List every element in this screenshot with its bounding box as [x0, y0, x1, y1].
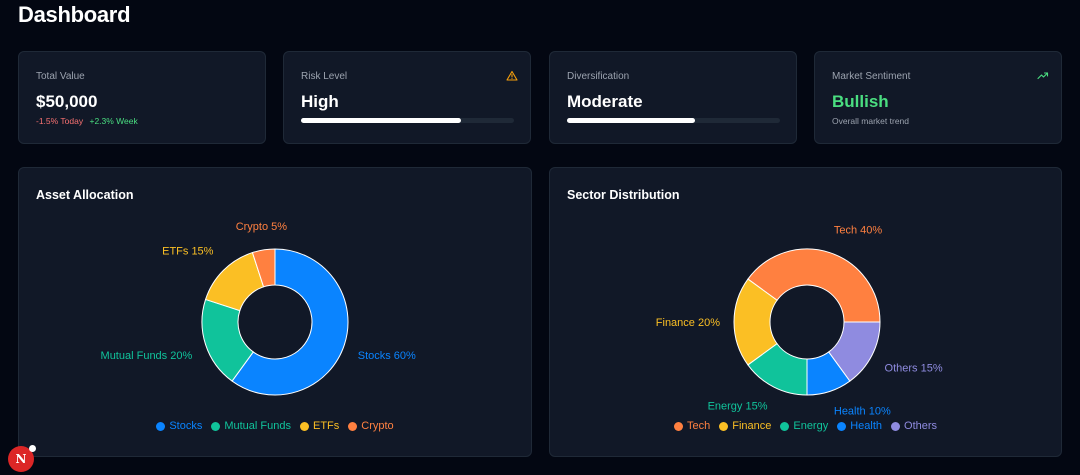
market-sentiment-card: Market Sentiment Bullish Overall market … [814, 51, 1062, 144]
risk-level-label: Risk Level [301, 71, 348, 82]
sector-distribution-panel: Sector Distribution Tech 40% Finance 20% E… [549, 167, 1062, 457]
legend-swatch [211, 421, 221, 431]
risk-progress-bar [301, 118, 514, 123]
legend-label: Others [904, 420, 938, 432]
risk-progress-fill [301, 118, 461, 123]
diversification-card: Diversification Moderate [549, 51, 797, 144]
legend-item-stocks[interactable]: Stocks [156, 420, 202, 432]
diversification-progress-fill [567, 118, 695, 123]
slice-crypto[interactable] [251, 248, 276, 288]
total-value-label: Total Value [36, 71, 85, 82]
market-sentiment-subtext: Overall market trend [832, 116, 909, 126]
asset-allocation-chart: Stocks 60% Mutual Funds 20% ETFs 15% Crypto… [101, 221, 416, 396]
label-tech: Tech 40% [834, 224, 883, 236]
label-stocks: Stocks 60% [358, 350, 416, 362]
sector-distribution-title: Sector Distribution [567, 188, 680, 202]
legend-label: Crypto [361, 420, 394, 432]
sector-distribution-chart: Tech 40% Finance 20% Energy 15% Health 10% O… [656, 224, 943, 418]
legend-swatch [837, 421, 847, 431]
legend-item-others[interactable]: Others [891, 420, 937, 432]
label-crypto: Crypto 5% [236, 221, 288, 233]
slice-stocks[interactable] [231, 248, 349, 396]
today-change: -1.5% Today [36, 116, 84, 126]
legend-label: Health [850, 420, 883, 432]
asset-allocation-legend: Stocks Mutual Funds ETFs Crypto [19, 420, 531, 432]
legend-item-finance[interactable]: Finance [719, 420, 771, 432]
legend-swatch [348, 421, 358, 431]
diversification-label: Diversification [567, 71, 630, 82]
total-value-card: Total Value $50,000 -1.5% Today +2.3% We… [18, 51, 266, 144]
legend-item-health[interactable]: Health [837, 420, 882, 432]
legend-swatch [156, 421, 166, 431]
label-energy: Energy 15% [708, 401, 768, 413]
legend-swatch [719, 421, 729, 431]
market-sentiment-value: Bullish [832, 92, 889, 111]
risk-level-card: Risk Level High [283, 51, 531, 144]
badge-notification-dot [29, 445, 36, 452]
label-others: Others 15% [885, 362, 943, 374]
legend-label: ETFs [312, 420, 340, 432]
sector-distribution-legend: Tech Finance Energy Health Others [550, 420, 1061, 432]
label-health: Health 10% [834, 406, 891, 418]
legend-item-energy[interactable]: Energy [780, 420, 828, 432]
asset-allocation-panel: Asset Allocation Stocks 60% Mutual Funds … [18, 167, 532, 457]
slice-tech[interactable] [747, 248, 881, 323]
label-etfs: ETFs 15% [162, 245, 214, 257]
warning-icon [506, 70, 518, 81]
week-change: +2.3% Week [89, 116, 138, 126]
page-title: Dashboard [18, 2, 131, 27]
asset-allocation-title: Asset Allocation [36, 188, 134, 202]
legend-label: Tech [686, 420, 711, 432]
trending-up-icon [1037, 72, 1049, 80]
risk-level-value: High [301, 92, 339, 111]
legend-label: Stocks [169, 420, 203, 432]
diversification-progress-bar [567, 118, 780, 123]
legend-label: Finance [732, 420, 772, 432]
legend-swatch [673, 421, 683, 431]
legend-item-mutual-funds[interactable]: Mutual Funds [211, 420, 291, 432]
legend-swatch [299, 421, 309, 431]
total-value-changes: -1.5% Today +2.3% Week [36, 116, 138, 126]
legend-item-crypto[interactable]: Crypto [348, 420, 394, 432]
legend-label: Energy [793, 420, 829, 432]
slice-others[interactable] [828, 321, 881, 382]
market-sentiment-label: Market Sentiment [832, 71, 911, 82]
legend-swatch [780, 421, 790, 431]
total-value-amount: $50,000 [36, 92, 98, 111]
label-mutual-funds: Mutual Funds 20% [101, 350, 193, 362]
legend-item-etfs[interactable]: ETFs [299, 420, 340, 432]
legend-item-tech[interactable]: Tech [673, 420, 711, 432]
legend-label: Mutual Funds [224, 420, 291, 432]
diversification-value: Moderate [567, 92, 643, 111]
label-finance: Finance 20% [656, 317, 720, 329]
legend-swatch [891, 421, 901, 431]
